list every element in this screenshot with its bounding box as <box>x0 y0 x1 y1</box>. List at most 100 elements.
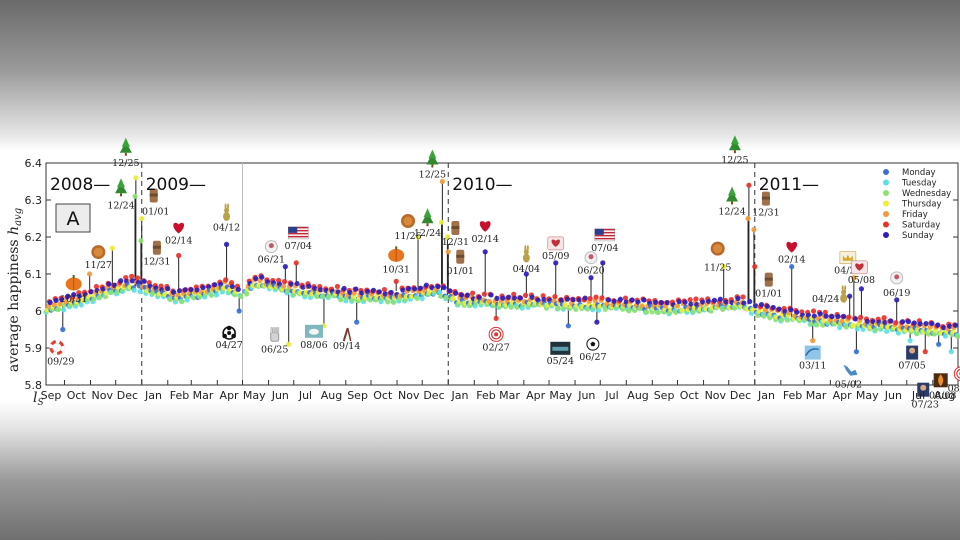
daily-point <box>682 299 688 305</box>
tree-icon <box>119 137 132 156</box>
daily-point <box>852 316 859 322</box>
soccer-icon <box>586 337 600 351</box>
annotation-label: 04/12 <box>213 222 240 233</box>
daily-point <box>441 284 447 291</box>
x-tick-label: Jul <box>604 389 618 402</box>
daily-point <box>236 308 242 314</box>
daily-point <box>594 319 600 325</box>
daily-point <box>131 287 137 293</box>
daily-point <box>947 323 953 329</box>
y-axis-label: average happiness havg <box>6 208 24 372</box>
daily-point <box>582 295 588 301</box>
daily-point <box>721 264 727 270</box>
mother-icon <box>851 260 868 275</box>
daily-point <box>688 301 694 307</box>
daily-point <box>922 349 928 355</box>
tv-icon <box>550 341 571 355</box>
daily-point <box>381 286 388 293</box>
photo-icon <box>304 324 323 338</box>
daily-point <box>141 278 147 284</box>
annotation-label: 01/01 <box>447 266 474 277</box>
legend-label: Wednesday <box>902 189 951 199</box>
daily-point <box>779 317 785 323</box>
x-tick-label: Jun <box>884 389 902 402</box>
daily-point <box>320 293 326 299</box>
y-tick-label: 6.1 <box>25 268 43 281</box>
daily-point <box>882 319 888 326</box>
daily-point <box>843 324 849 330</box>
daily-point <box>437 289 443 295</box>
daily-point <box>51 302 57 308</box>
y-tick-labels: 5.8 5.9 6 6.1 6.2 6.3 6.4 <box>25 157 43 392</box>
daily-point <box>789 264 795 270</box>
daily-point <box>611 298 618 305</box>
daily-point <box>693 296 699 302</box>
father-icon <box>890 271 904 285</box>
biohazard-icon <box>222 325 236 340</box>
daily-point <box>929 320 935 327</box>
legend-marker <box>883 179 889 186</box>
x-tick-label: Aug <box>934 389 955 402</box>
daily-point <box>481 291 487 297</box>
daily-point <box>370 287 377 294</box>
daily-point <box>955 333 960 340</box>
daily-point <box>223 241 230 247</box>
tree-icon <box>115 178 128 197</box>
daily-point <box>820 322 826 328</box>
annotation-label: 12/24 <box>718 207 745 218</box>
daily-point <box>385 299 391 305</box>
daily-point <box>541 296 547 303</box>
legend-marker <box>883 169 889 175</box>
daily-point <box>388 289 394 296</box>
pumpkin-icon <box>65 275 82 291</box>
daily-point <box>936 341 942 347</box>
annotation-label: 08/08 <box>929 390 956 401</box>
daily-point <box>188 287 194 293</box>
annotation-label: 12/31 <box>143 257 170 268</box>
daily-point <box>664 299 671 306</box>
x-tick-label: Oct <box>67 389 87 402</box>
daily-point <box>808 321 814 327</box>
daily-point <box>419 296 425 302</box>
daily-point <box>235 286 241 293</box>
bunny-icon <box>223 203 231 221</box>
daily-point <box>559 297 565 303</box>
daily-point <box>176 288 183 294</box>
annotation-label: 12/24 <box>107 200 134 211</box>
x-tick-label: Dec <box>730 389 751 402</box>
daily-point <box>417 285 424 291</box>
daily-points <box>43 175 960 355</box>
daily-point <box>208 292 215 298</box>
daily-point <box>367 297 373 303</box>
daily-point <box>182 287 189 293</box>
daily-point <box>864 318 870 324</box>
daily-point <box>133 175 139 181</box>
daily-point <box>306 283 312 289</box>
daily-point <box>318 287 324 293</box>
daily-point <box>810 338 816 344</box>
bunny-icon <box>522 245 530 263</box>
x-tick-label: Oct <box>373 389 393 402</box>
daily-point <box>338 297 344 303</box>
daily-point <box>935 322 941 328</box>
daily-point <box>884 328 890 334</box>
annotation-label: 12/25 <box>721 155 748 166</box>
daily-point <box>653 299 659 305</box>
wave-icon <box>804 345 821 360</box>
daily-point <box>91 296 97 302</box>
daily-point <box>741 300 747 306</box>
x-tick-label: May <box>549 389 572 402</box>
x-tick-label: Nov <box>398 389 420 402</box>
annotations: 12/25 12/24 01/01 12/31 11/27 10/31 09/29 02/14… <box>47 135 960 411</box>
daily-point <box>129 278 136 284</box>
portrait-icon <box>906 345 919 360</box>
x-tick-label: Mar <box>193 389 214 402</box>
daily-point <box>285 287 291 293</box>
legend-marker <box>883 190 889 196</box>
pumpkin-icon <box>388 246 405 262</box>
daily-point <box>450 296 456 302</box>
daily-point <box>55 306 62 313</box>
daily-point <box>312 285 318 292</box>
legend-label: Friday <box>902 210 928 220</box>
daily-point <box>281 283 287 289</box>
